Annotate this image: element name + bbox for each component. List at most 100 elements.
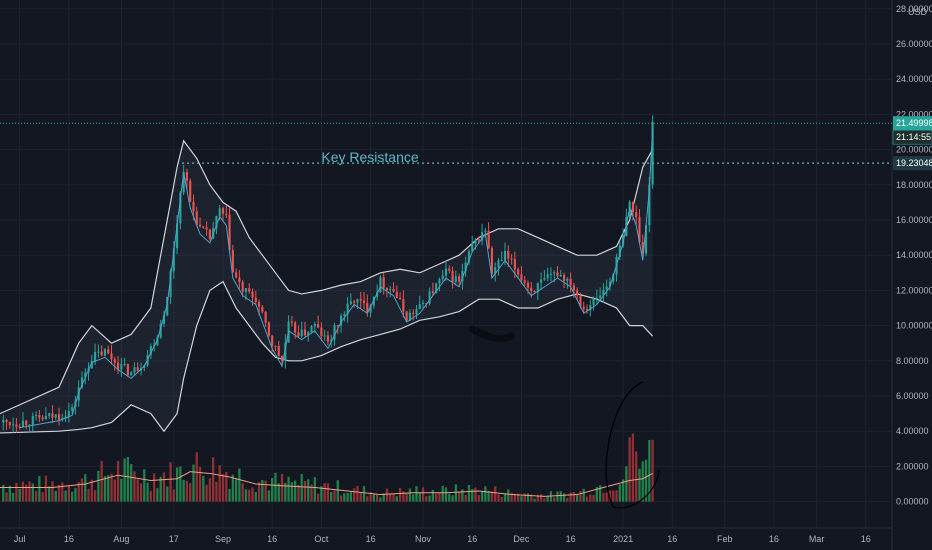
- volume-bar: [500, 496, 503, 502]
- volume-bar: [339, 495, 343, 502]
- candle-body: [254, 297, 257, 302]
- candle-body: [461, 271, 464, 282]
- y-tick-label: 4.00000: [896, 426, 929, 436]
- volume-bar: [139, 483, 143, 502]
- candle-body: [244, 288, 248, 292]
- volume-bar: [284, 482, 287, 502]
- price-axis[interactable]: 0.00000 2.00000 4.00000 6.00000 8.00000 10.00…: [891, 0, 932, 550]
- volume-bar: [539, 494, 543, 502]
- resistance-value: 19.23048: [896, 158, 932, 168]
- candle-body: [549, 273, 553, 275]
- volume-bar: [359, 492, 362, 502]
- volume-bar: [113, 479, 116, 502]
- volume-bar: [234, 479, 238, 502]
- candle-body: [612, 274, 615, 282]
- candle-body: [490, 247, 493, 274]
- candle-body: [238, 277, 241, 283]
- x-tick-label: 16: [267, 534, 277, 544]
- candle-body: [110, 353, 113, 360]
- volume-bar: [461, 489, 464, 502]
- candle-body: [585, 309, 589, 311]
- candle-body: [349, 301, 352, 304]
- candle-body: [251, 291, 254, 298]
- volume-bar: [621, 479, 625, 502]
- x-tick-label: Jul: [14, 534, 26, 544]
- candle-body: [435, 283, 438, 294]
- volume-bar: [152, 473, 156, 502]
- candle-body: [566, 278, 569, 281]
- candle-body: [572, 285, 575, 291]
- volume-bar: [412, 494, 415, 502]
- candle-body: [67, 410, 70, 417]
- candle-body: [333, 325, 336, 340]
- volume-bar: [644, 459, 648, 502]
- candle-body: [176, 223, 179, 249]
- candle-body: [408, 312, 411, 321]
- y-tick-label: 0.00000: [896, 497, 929, 507]
- volume-bar: [556, 491, 559, 502]
- price-ma-line: [19, 128, 654, 429]
- volume-bar: [444, 487, 448, 502]
- candle-body: [179, 192, 182, 224]
- candle-body: [48, 413, 51, 416]
- key-resistance-label: Key Resistance: [321, 149, 418, 165]
- candle-body: [353, 301, 356, 303]
- candle-body: [12, 424, 15, 426]
- candle-body: [592, 298, 595, 306]
- candle-body: [644, 225, 648, 254]
- volume-bars: [2, 433, 654, 502]
- volume-bar: [120, 478, 123, 502]
- candle-body: [21, 420, 25, 428]
- volume-bar: [553, 497, 556, 502]
- candle-body: [258, 301, 261, 307]
- volume-bar: [179, 466, 182, 502]
- x-tick-label: 16: [467, 534, 477, 544]
- volume-bar: [579, 491, 582, 502]
- candle-body: [392, 288, 395, 292]
- volume-bar: [103, 476, 107, 502]
- candle-body: [595, 297, 598, 299]
- volume-bar: [146, 482, 149, 502]
- volume-bar: [490, 491, 494, 502]
- candle-body: [641, 242, 644, 254]
- candle-body: [648, 184, 651, 226]
- volume-bar: [261, 480, 264, 502]
- x-tick-label: Feb: [717, 534, 733, 544]
- candle-body: [231, 250, 234, 273]
- volume-bar: [435, 493, 438, 502]
- candle-body: [192, 201, 195, 212]
- volume-bar: [18, 488, 21, 502]
- candle-body: [336, 325, 339, 327]
- time-axis[interactable]: Jul 16 Aug 17 Sep 16 Oct 16 Nov 16 Dec 16 2021 16 Feb 1…: [0, 527, 892, 544]
- volume-bar: [310, 484, 313, 502]
- candle-body: [113, 359, 116, 363]
- candle-body: [235, 272, 238, 278]
- volume-bar: [316, 493, 320, 502]
- volume-bar: [110, 473, 113, 502]
- candle-body: [18, 426, 21, 428]
- candle-body: [218, 208, 221, 217]
- candle-body: [323, 335, 326, 337]
- candle-body: [487, 230, 490, 248]
- candle-body: [458, 276, 461, 282]
- candle-body: [503, 250, 507, 261]
- annotations: 21.49998 21:14:55 19.23048 Key Resistance: [0, 116, 932, 509]
- volume-ma-line: [0, 471, 653, 497]
- candle-body: [405, 311, 408, 321]
- candle-body: [533, 291, 536, 293]
- candle-body: [477, 239, 480, 241]
- volume-bar: [349, 492, 353, 502]
- volume-bar: [323, 483, 326, 502]
- volume-bar: [585, 496, 589, 502]
- candle-body: [71, 406, 74, 411]
- volume-bar: [215, 481, 218, 502]
- volume-bar: [362, 486, 366, 502]
- candle-body: [185, 172, 188, 181]
- volume-bar: [202, 475, 205, 502]
- candle-body: [84, 372, 87, 378]
- volume-bar: [382, 493, 385, 502]
- candle-body: [579, 295, 582, 307]
- candle-body: [54, 414, 57, 418]
- candle-body: [267, 322, 270, 336]
